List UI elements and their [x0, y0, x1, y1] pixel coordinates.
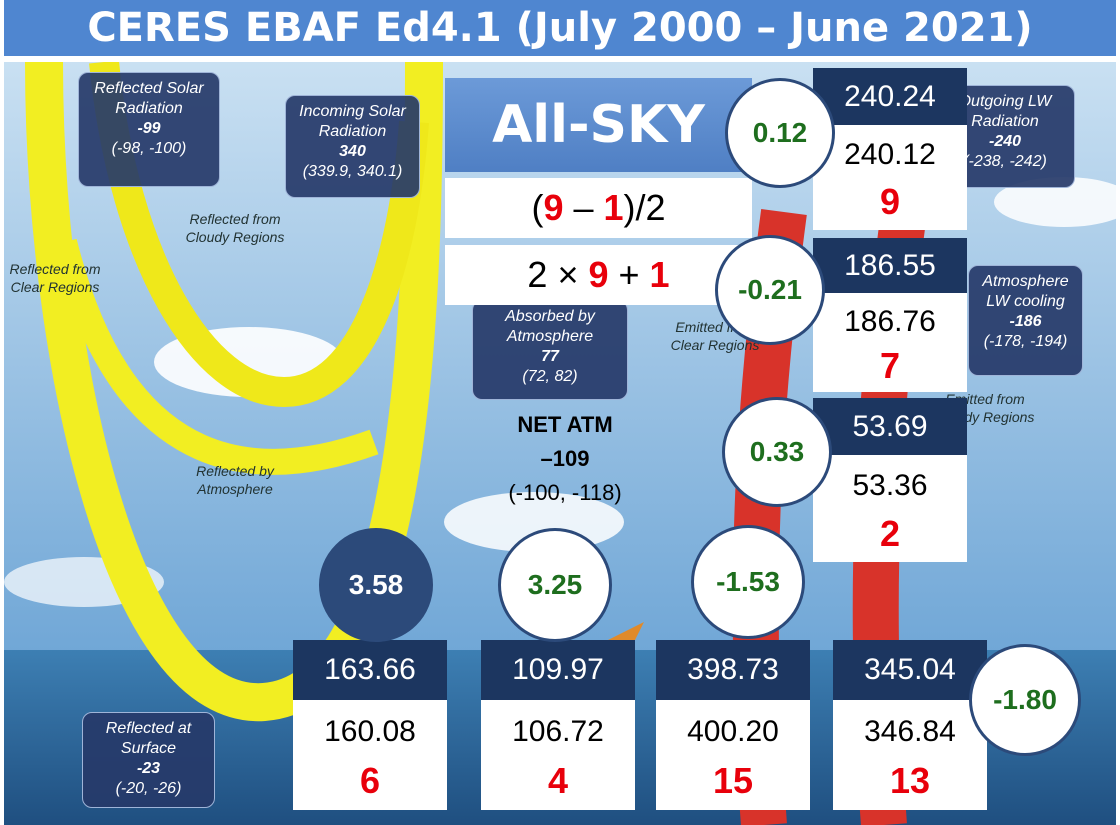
box-header: 53.69 — [813, 398, 967, 455]
label-line: Radiation — [971, 113, 1039, 130]
box-value: 400.20 — [687, 715, 779, 748]
value-box: 109.97 106.72 4 — [481, 640, 635, 810]
bg-label-line: Clear Regions — [670, 337, 760, 353]
label-line: Incoming Solar — [299, 103, 406, 120]
bg-label-line: Reflected by — [196, 463, 274, 479]
label-value: -23 — [136, 760, 161, 777]
label-value: 77 — [541, 348, 559, 365]
bg-label-line: Cloudy Regions — [185, 229, 285, 245]
box-count: 6 — [359, 760, 381, 801]
label-range: (-98, -100) — [111, 140, 187, 157]
label-line: Surface — [120, 740, 177, 757]
value-box: 53.69 53.36 2 — [813, 398, 967, 562]
diff-circle: 3.58 — [319, 528, 433, 642]
label-line: Atmosphere — [506, 328, 594, 345]
label-value: -240 — [988, 133, 1022, 150]
label-line: Reflected Solar — [94, 80, 204, 97]
box-count: 4 — [547, 760, 569, 801]
formula-part: 9 — [543, 187, 564, 228]
box-header: 398.73 — [656, 640, 810, 700]
formula-part: ( — [531, 187, 544, 228]
box-header: 240.24 — [813, 68, 967, 125]
label-box: Reflected Solar Radiation -99 (-98, -100) — [78, 72, 220, 187]
box-value: 240.12 — [844, 138, 936, 171]
formula: 2 × 9 + 1 — [445, 245, 752, 305]
formula-part: 1 — [649, 254, 670, 295]
box-header: 345.04 — [833, 640, 987, 700]
label-range: (72, 82) — [522, 368, 578, 385]
formula-part: )/2 — [623, 187, 666, 228]
net-atm-range: (-100, -118) — [508, 480, 622, 505]
label-line: Radiation — [115, 100, 183, 117]
label-box: Incoming Solar Radiation 340 (339.9, 340.1) — [285, 95, 420, 198]
bg-label: Reflected by Atmosphere — [170, 462, 300, 498]
formula-part: 9 — [588, 254, 609, 295]
label-range: (-20, -26) — [115, 780, 182, 797]
label-range: (339.9, 340.1) — [302, 163, 403, 180]
value-box: 163.66 160.08 6 — [293, 640, 447, 810]
label-line: Absorbed by — [505, 308, 595, 325]
box-value: 53.36 — [852, 469, 928, 502]
label-line: Reflected at — [105, 720, 192, 737]
box-count: 7 — [879, 344, 901, 386]
diff-circle: 3.25 — [498, 528, 612, 642]
label-value: -186 — [1009, 313, 1042, 330]
net-atm-label: NET ATM — [517, 412, 613, 437]
box-count: 13 — [889, 760, 931, 801]
formula-part: 1 — [603, 187, 624, 228]
box-value: 346.84 — [864, 715, 956, 748]
box-count: 9 — [879, 180, 901, 222]
panel-title: All-SKY — [445, 78, 752, 172]
label-box: Reflected at Surface -23 (-20, -26) — [82, 712, 215, 808]
formula-part: – — [563, 187, 604, 228]
bg-label-line: Reflected from — [189, 211, 281, 227]
formula-part: 2 × — [527, 254, 589, 295]
box-count: 15 — [712, 760, 754, 801]
label-range: (-178, -194) — [983, 333, 1068, 350]
label-line: Outgoing LW — [958, 93, 1052, 110]
bg-label-line: Clear Regions — [10, 279, 100, 295]
box-value: 160.08 — [324, 715, 416, 748]
label-line: Atmosphere — [982, 273, 1069, 290]
bg-label: Reflected from Cloudy Regions — [170, 210, 300, 246]
label-value: -99 — [137, 120, 161, 137]
value-box: 345.04 346.84 13 — [833, 640, 987, 810]
label-line: LW cooling — [986, 293, 1065, 310]
bg-label-line: Atmosphere — [197, 481, 273, 497]
net-atm: NET ATM –109 (-100, -118) — [480, 408, 650, 510]
label-line: Radiation — [318, 123, 387, 140]
box-header: 186.55 — [813, 238, 967, 293]
diff-circle: 0.12 — [725, 78, 835, 188]
diff-circle: 0.33 — [722, 397, 832, 507]
diff-circle: -0.21 — [715, 235, 825, 345]
box-header: 163.66 — [293, 640, 447, 700]
formula-part: + — [608, 254, 650, 295]
bg-label-line: Reflected from — [9, 261, 101, 277]
diff-circle: -1.53 — [691, 525, 805, 639]
value-box: 240.24 240.12 9 — [813, 68, 967, 230]
value-box: 186.55 186.76 7 — [813, 238, 967, 392]
box-count: 2 — [879, 512, 901, 554]
label-box: Atmosphere LW cooling -186 (-178, -194) — [968, 265, 1083, 376]
title: CERES EBAF Ed4.1 (July 2000 – June 2021) — [4, 0, 1116, 56]
value-box: 398.73 400.20 15 — [656, 640, 810, 810]
box-value: 186.76 — [844, 305, 936, 338]
label-value: 340 — [339, 143, 366, 160]
formula: (9 – 1)/2 — [445, 178, 752, 238]
net-atm-value: –109 — [540, 446, 590, 471]
box-value: 106.72 — [512, 715, 604, 748]
label-box: Absorbed by Atmosphere 77 (72, 82) — [472, 300, 628, 400]
box-header: 109.97 — [481, 640, 635, 700]
label-range: (-238, -242) — [963, 153, 1047, 170]
diff-circle: -1.80 — [969, 644, 1081, 756]
bg-label: Reflected from Clear Regions — [0, 260, 110, 296]
